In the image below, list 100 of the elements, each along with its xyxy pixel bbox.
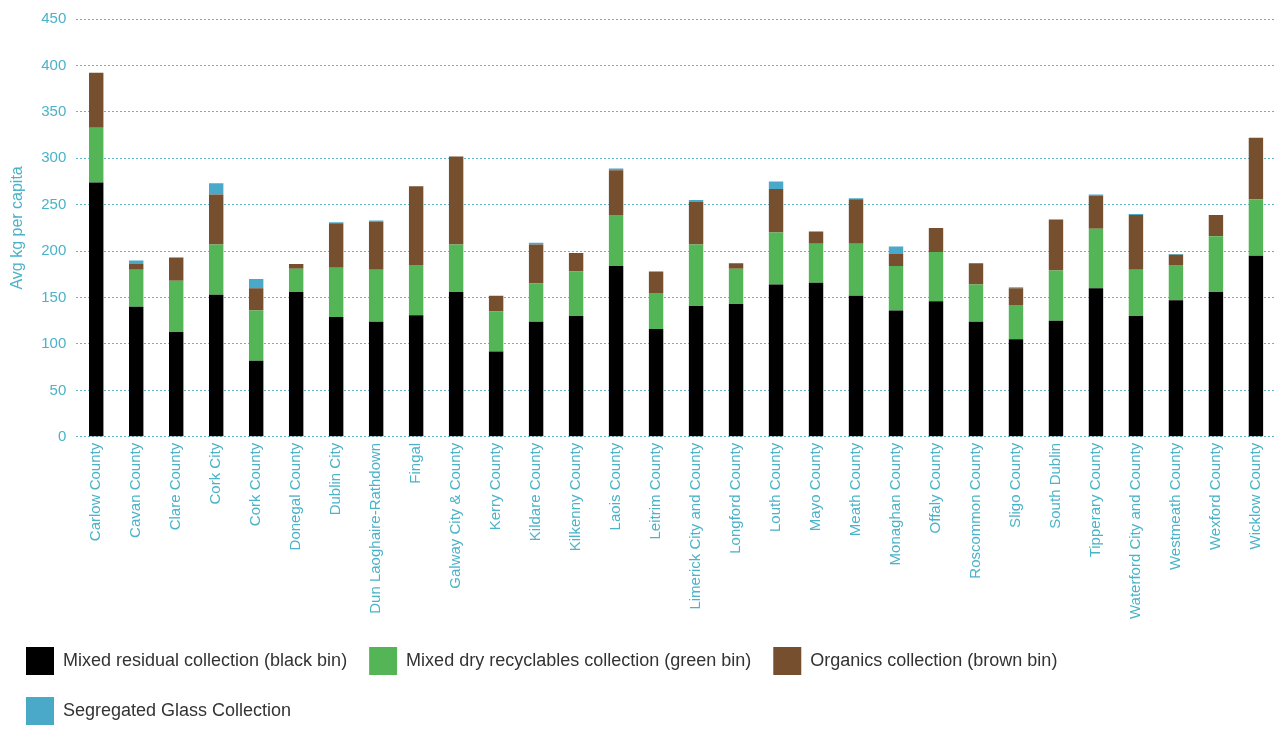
bar: [328, 223, 344, 268]
x-tick-label: Meath County: [846, 442, 864, 537]
y-tick-label: 400: [41, 55, 67, 73]
bar: [928, 252, 944, 302]
bar: [888, 253, 904, 266]
x-tick-label: Wicklow County: [1246, 442, 1264, 550]
bar: [648, 292, 664, 330]
bar: [208, 194, 224, 245]
y-tick-label: 50: [49, 380, 67, 398]
bar: [248, 360, 264, 437]
x-tick-label: Galway City & County: [446, 442, 464, 589]
x-tick-label: Monaghan County: [886, 442, 904, 566]
bar: [1128, 214, 1144, 270]
bar: [288, 268, 304, 292]
bar: [728, 268, 744, 305]
x-tick-label: Westmeath County: [1166, 442, 1184, 571]
legend-label: Mixed residual collection (black bin): [63, 649, 348, 670]
x-tick-label: Offaly County: [926, 442, 944, 534]
bar: [888, 310, 904, 437]
bar: [408, 315, 424, 437]
x-tick-label: South Dublin: [1046, 442, 1064, 529]
x-tick-label: Longford County: [726, 442, 744, 554]
bar: [1208, 236, 1224, 292]
bar: [1208, 291, 1224, 437]
bar: [288, 291, 304, 437]
bar: [1128, 269, 1144, 317]
x-tick-label: Waterford City and County: [1126, 442, 1144, 619]
legend-label: Organics collection (brown bin): [810, 649, 1058, 670]
x-tick-label: Laois County: [606, 442, 624, 531]
bar: [169, 331, 184, 437]
bar: [1048, 320, 1064, 437]
bar: [1248, 137, 1264, 200]
bar: [408, 265, 424, 316]
bar: [368, 221, 384, 270]
bar: [1168, 265, 1184, 301]
bar: [648, 329, 664, 437]
bar: [248, 288, 264, 311]
x-tick-label: Mayo County: [806, 442, 824, 532]
bar: [89, 127, 104, 183]
x-tick-label: Carlow County: [86, 442, 104, 542]
bar: [169, 280, 184, 332]
x-tick-label: Kerry County: [486, 442, 504, 531]
y-tick-label: 200: [41, 241, 67, 259]
bar: [888, 246, 904, 254]
bar: [768, 284, 784, 437]
bar: [1008, 339, 1024, 437]
y-tick-label: 350: [41, 101, 67, 119]
bar: [1128, 316, 1144, 437]
legend-label: Segregated Glass Collection: [63, 699, 292, 720]
bar: [608, 214, 624, 266]
bar: [528, 321, 544, 437]
bar: [448, 244, 464, 292]
bar: [928, 227, 944, 253]
bar: [488, 351, 504, 437]
bar: [968, 321, 984, 437]
y-tick-label: 150: [41, 287, 67, 305]
legend-label: Mixed dry recyclables collection (green bin): [406, 649, 752, 670]
bar: [848, 243, 864, 296]
bar: [888, 265, 904, 311]
bar: [608, 170, 624, 215]
bar: [129, 269, 144, 307]
bar: [208, 294, 224, 437]
y-tick-label: 100: [41, 334, 67, 352]
bar: [89, 72, 104, 128]
bar: [1008, 304, 1024, 340]
bar: [1168, 254, 1184, 266]
y-tick-label: 450: [41, 9, 67, 27]
bar: [328, 317, 344, 437]
bar: [248, 278, 264, 289]
x-tick-label: Limerick City and County: [686, 442, 704, 610]
bar: [1088, 288, 1104, 437]
bar: [1168, 300, 1184, 437]
x-tick-label: Kilkenny County: [566, 442, 584, 552]
bar: [808, 231, 824, 244]
y-tick-label: 0: [57, 426, 67, 444]
x-tick-label: Cavan County: [126, 442, 144, 538]
bar: [928, 301, 944, 437]
bar: [208, 183, 224, 195]
bar: [1048, 270, 1064, 321]
bar: [89, 182, 104, 437]
bar: [129, 264, 144, 270]
x-tick-label: Clare County: [166, 442, 184, 531]
bar: [1088, 228, 1104, 289]
bar: [1248, 199, 1264, 256]
y-axis-title: Avg kg per capita: [8, 166, 26, 290]
bar: [768, 181, 784, 189]
bar: [288, 264, 304, 269]
x-tick-label: Tipperary County: [1086, 442, 1104, 558]
bar: [328, 267, 344, 318]
bar: [968, 284, 984, 322]
bar: [528, 283, 544, 322]
bar: [1008, 288, 1024, 305]
bar: [488, 295, 504, 312]
bar: [408, 186, 424, 266]
x-tick-label: Leitrim County: [646, 442, 664, 540]
x-tick-label: Wexford County: [1206, 442, 1224, 551]
bar: [1048, 219, 1064, 271]
x-tick-label: Dun Laoghaire-Rathdown: [366, 442, 384, 614]
bar: [129, 260, 144, 265]
bar: [248, 310, 264, 361]
